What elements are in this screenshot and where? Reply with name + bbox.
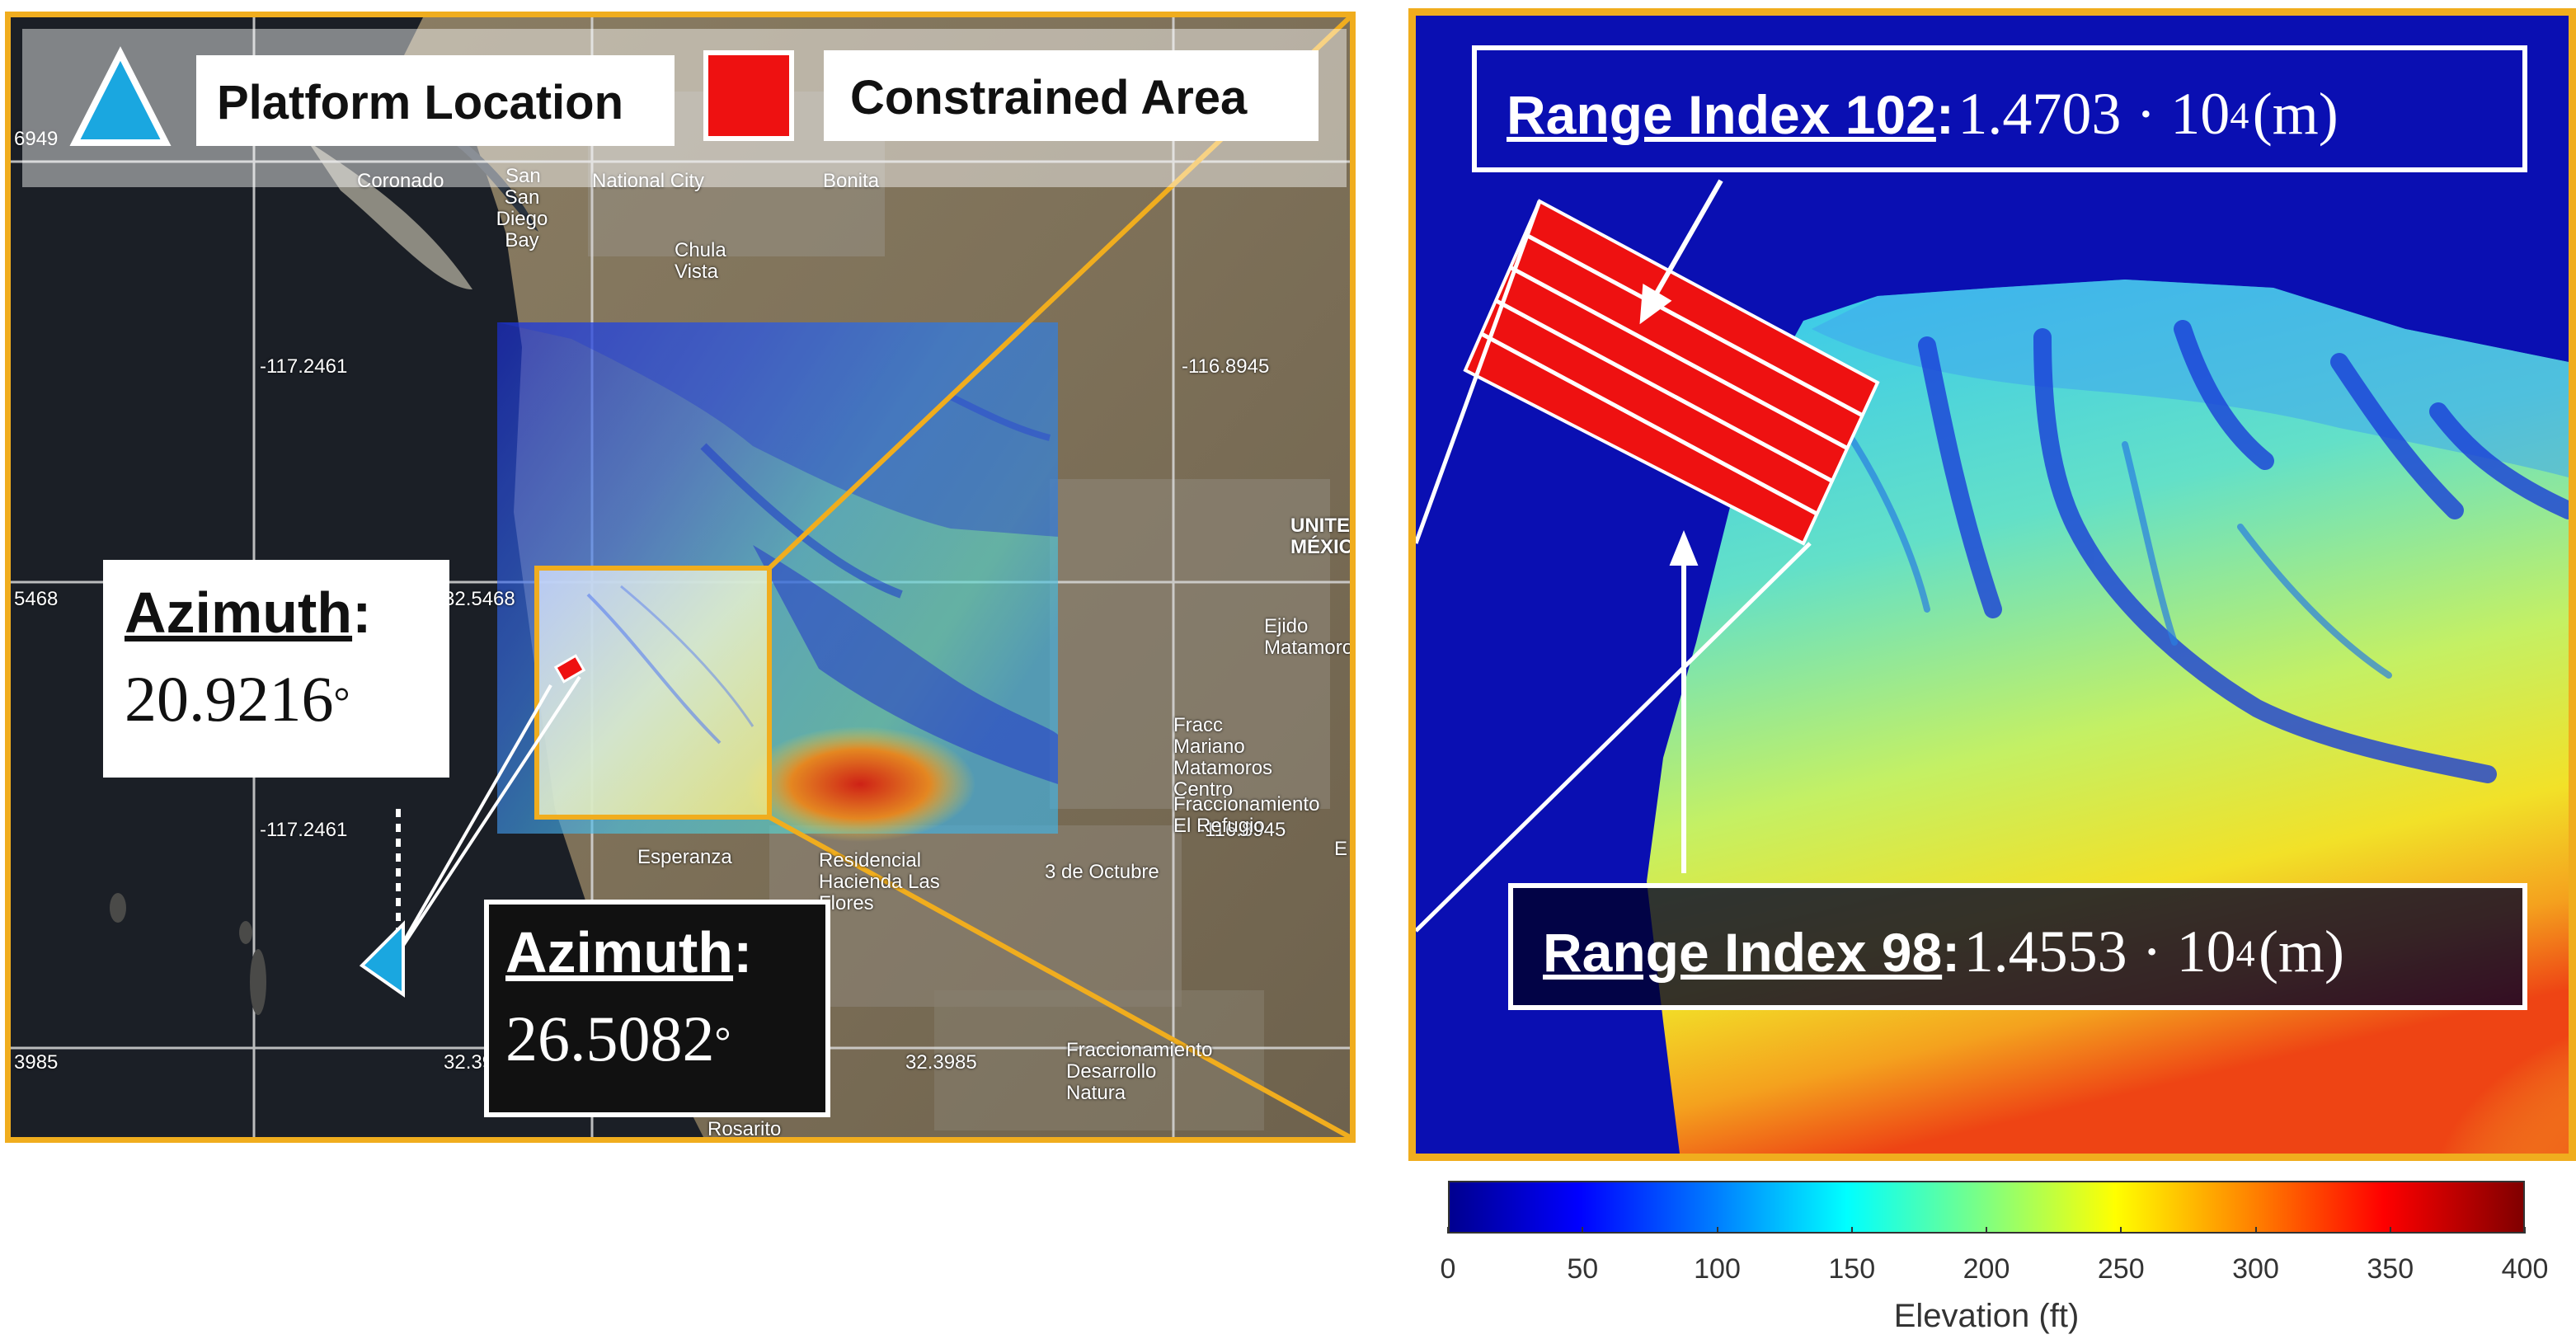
place-coronado: Coronado bbox=[357, 170, 444, 192]
coord-top-left-lon: -117.2461 bbox=[260, 355, 348, 378]
elevation-colorbar bbox=[1448, 1181, 2525, 1234]
colorbar-tick-label: 100 bbox=[1694, 1253, 1741, 1285]
colorbar-tick-label: 150 bbox=[1828, 1253, 1876, 1285]
triangle-icon bbox=[69, 46, 172, 146]
azimuth-1-degree: ° bbox=[333, 678, 350, 725]
colorbar-tick-label: 250 bbox=[2097, 1253, 2145, 1285]
azimuth-2-box: Azimuth: 26.5082° bbox=[484, 900, 830, 1117]
colorbar-tick-label: 300 bbox=[2232, 1253, 2279, 1285]
colorbar-tick-label: 200 bbox=[1963, 1253, 2010, 1285]
place-fracc-mariano: Fracc Mariano Matamoros Centro bbox=[1173, 714, 1273, 801]
legend-platform-label: Platform Location bbox=[217, 76, 624, 129]
colorbar-tick-label: 400 bbox=[2501, 1253, 2549, 1285]
range-index-98-exponent: 4 bbox=[2235, 932, 2255, 975]
coord-lat-mid-left: 5468 bbox=[14, 588, 59, 610]
azimuth-1-title: Azimuth bbox=[125, 580, 353, 645]
square-icon bbox=[703, 50, 794, 141]
zoom-region-outline bbox=[534, 566, 772, 820]
colorbar-tick-mark bbox=[2254, 1227, 2257, 1234]
range-index-102-value: 1.4703 · 10 bbox=[1958, 81, 2230, 147]
colorbar-tick-mark bbox=[1986, 1227, 1987, 1234]
azimuth-2-colon: : bbox=[733, 920, 753, 985]
azimuth-1-box: Azimuth: 20.9216° bbox=[103, 560, 449, 778]
colorbar-tick-mark bbox=[2524, 1227, 2526, 1234]
place-desarrollo-natura: Fraccionamiento Desarrollo Natura bbox=[1066, 1039, 1213, 1104]
legend-constrained-label: Constrained Area bbox=[850, 71, 1248, 125]
range-index-98-colon: : bbox=[1942, 922, 1961, 983]
range-index-102-box: Range Index 102: 1.4703 · 104 (m) bbox=[1472, 45, 2527, 172]
place-ejido: Ejido Matamoros bbox=[1264, 615, 1356, 659]
place-fraccionamiento: Fraccionamiento El Refugio bbox=[1173, 793, 1320, 837]
arrow-range-102 bbox=[1652, 179, 1723, 298]
colorbar-tick-mark bbox=[1582, 1227, 1584, 1234]
colorbar-tick-mark bbox=[2120, 1227, 2122, 1234]
range-index-102-exponent: 4 bbox=[2230, 94, 2249, 137]
coord-lat-bottom-left: 3985 bbox=[14, 1051, 59, 1074]
platform-location-marker bbox=[359, 920, 405, 998]
azimuth-2-title: Azimuth bbox=[505, 920, 734, 985]
place-bonita: Bonita bbox=[823, 170, 880, 192]
place-residencial: Residencial Hacienda Las Flores bbox=[819, 849, 940, 914]
coord-lat-mid-center: 32.5468 bbox=[444, 588, 515, 610]
range-index-102-title: Range Index 102 bbox=[1507, 84, 1936, 145]
range-index-98-box: Range Index 98: 1.4553 · 104 (m) bbox=[1508, 883, 2527, 1010]
azimuth-line-1 bbox=[388, 684, 552, 966]
coord-lat-bottom-right: 32.3985 bbox=[905, 1051, 977, 1074]
place-3-de-octubre: 3 de Octubre bbox=[1045, 861, 1159, 883]
colorbar-tick-label: 50 bbox=[1567, 1253, 1599, 1285]
colorbar-tick-label: 350 bbox=[2367, 1253, 2414, 1285]
azimuth-line-2 bbox=[388, 675, 581, 967]
colorbar-tick-mark bbox=[1850, 1227, 1853, 1234]
zoom-connector-bottom bbox=[768, 815, 1350, 1137]
constrained-area-marker bbox=[553, 654, 586, 684]
range-index-102-unit: (m) bbox=[2252, 81, 2339, 147]
place-national-city: National City bbox=[592, 170, 705, 192]
range-index-98-unit: (m) bbox=[2259, 919, 2345, 985]
place-e: E bbox=[1334, 838, 1348, 860]
satellite-map-panel: -117.2461 -116.8945 -117.2461 -116.8945 … bbox=[5, 12, 1356, 1143]
coord-top-left-partial: 6949 bbox=[14, 128, 59, 150]
satellite-map-background bbox=[11, 17, 1350, 1137]
range-index-98-value: 1.4553 · 10 bbox=[1963, 919, 2236, 985]
azimuth-1-value: 20.9216 bbox=[125, 663, 334, 735]
colorbar-tick-label: 0 bbox=[1440, 1253, 1456, 1285]
azimuth-2-value: 26.5082 bbox=[505, 1003, 715, 1074]
zoomed-elevation-panel: Range Index 102: 1.4703 · 104 (m) Range … bbox=[1408, 8, 2576, 1161]
colorbar-label: Elevation (ft) bbox=[1893, 1298, 2080, 1334]
legend-platform: Platform Location bbox=[27, 39, 675, 162]
colorbar-tick-mark bbox=[1716, 1227, 1718, 1234]
azimuth-2-degree: ° bbox=[714, 1017, 731, 1064]
azimuth-1-colon: : bbox=[352, 580, 372, 645]
place-san-diego-bay: San Diego Bay bbox=[496, 186, 548, 251]
range-index-98-title: Range Index 98 bbox=[1543, 922, 1943, 983]
range-index-102-colon: : bbox=[1935, 84, 1954, 145]
coord-bottom-left-lon: -117.2461 bbox=[260, 819, 348, 841]
place-united-mexico: UNITE MÉXIC bbox=[1290, 515, 1354, 558]
coord-bottom-right-lon: -116.8945 bbox=[1198, 819, 1286, 841]
colorbar-tick-mark bbox=[1447, 1227, 1449, 1234]
colorbar-tick-mark bbox=[2389, 1227, 2391, 1234]
constrained-area-polygon bbox=[1463, 199, 1880, 546]
wedge-line-top bbox=[1416, 200, 1542, 544]
place-san: San bbox=[505, 165, 541, 187]
place-esperanza: Esperanza bbox=[637, 846, 732, 868]
wedge-line-bottom bbox=[1416, 542, 1812, 933]
place-chula-vista: Chula Vista bbox=[675, 239, 726, 283]
coord-top-right-lon: -116.8945 bbox=[1182, 355, 1270, 378]
